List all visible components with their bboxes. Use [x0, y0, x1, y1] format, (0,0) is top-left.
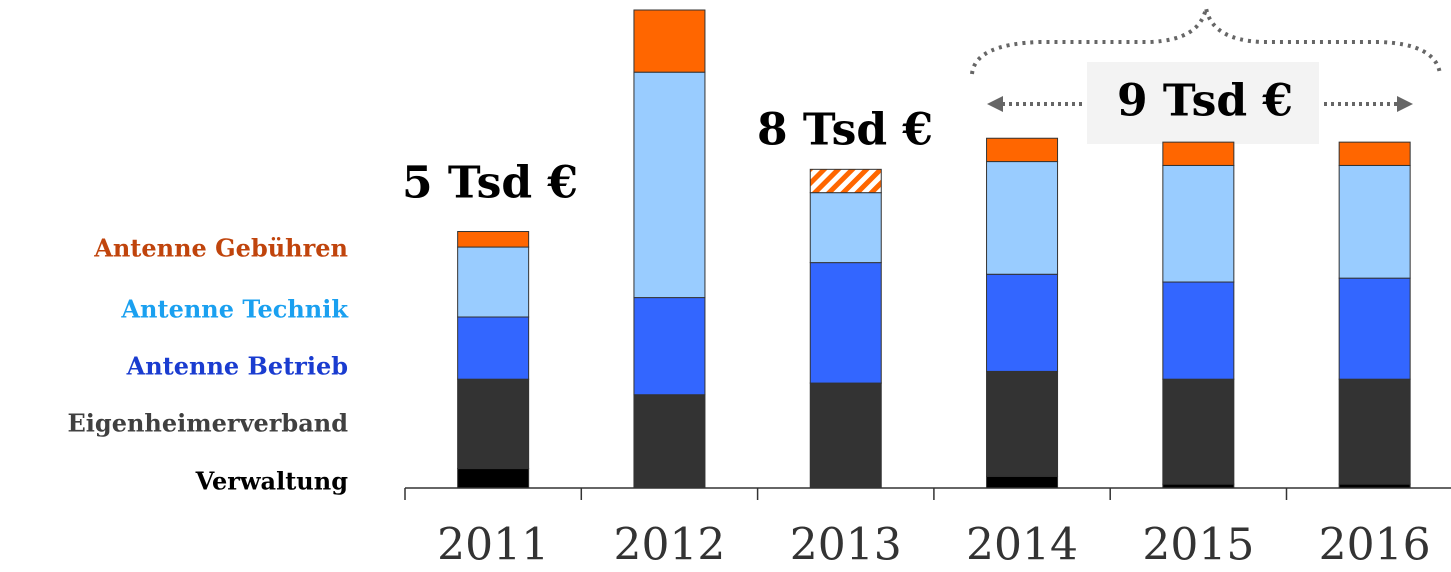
legend-label: Verwaltung [195, 467, 349, 496]
bar-segment [986, 137, 1059, 163]
bar-segment [1338, 277, 1411, 380]
bar-segment [457, 246, 530, 318]
bar-segment [809, 168, 882, 194]
bar-segment [457, 316, 530, 380]
annotation: 9 Tsd € [1117, 76, 1293, 127]
bar-segment [1162, 141, 1235, 166]
bar-segment [1338, 164, 1411, 279]
x-tick-label: 2013 [790, 520, 902, 571]
bar-segment [457, 231, 530, 248]
annotation-box [1087, 62, 1319, 144]
bar-segment [986, 273, 1059, 372]
legend-label: Antenne Technik [120, 295, 349, 324]
bar-segment [809, 382, 882, 489]
bar-segment [633, 9, 706, 73]
x-tick-label: 2012 [613, 520, 725, 571]
bar-segment [809, 262, 882, 384]
bar-segment [633, 297, 706, 396]
bar-segment [457, 468, 530, 489]
bar-segment [1338, 378, 1411, 485]
legend-label: Eigenheimerverband [68, 409, 349, 438]
bar-segment [1162, 378, 1235, 485]
legend-label: Antenne Gebühren [93, 234, 348, 263]
legend-label: Antenne Betrieb [126, 352, 348, 381]
x-tick-label: 2016 [1319, 520, 1431, 571]
x-tick-label: 2011 [437, 520, 549, 571]
bar-segment [986, 475, 1059, 489]
bar-segment [633, 394, 706, 489]
annotation: 5 Tsd € [402, 158, 578, 209]
x-tick-label: 2015 [1142, 520, 1254, 571]
bar-segment [809, 192, 882, 264]
bar-segment [986, 370, 1059, 477]
annotation: 8 Tsd € [757, 105, 933, 156]
bar-segment [1162, 281, 1235, 380]
bar-segment [1162, 164, 1235, 283]
bar-segment [1338, 141, 1411, 166]
bar-segment [986, 161, 1059, 275]
x-tick-label: 2014 [966, 520, 1078, 571]
bar-segment [457, 378, 530, 470]
bar-segment [633, 71, 706, 299]
